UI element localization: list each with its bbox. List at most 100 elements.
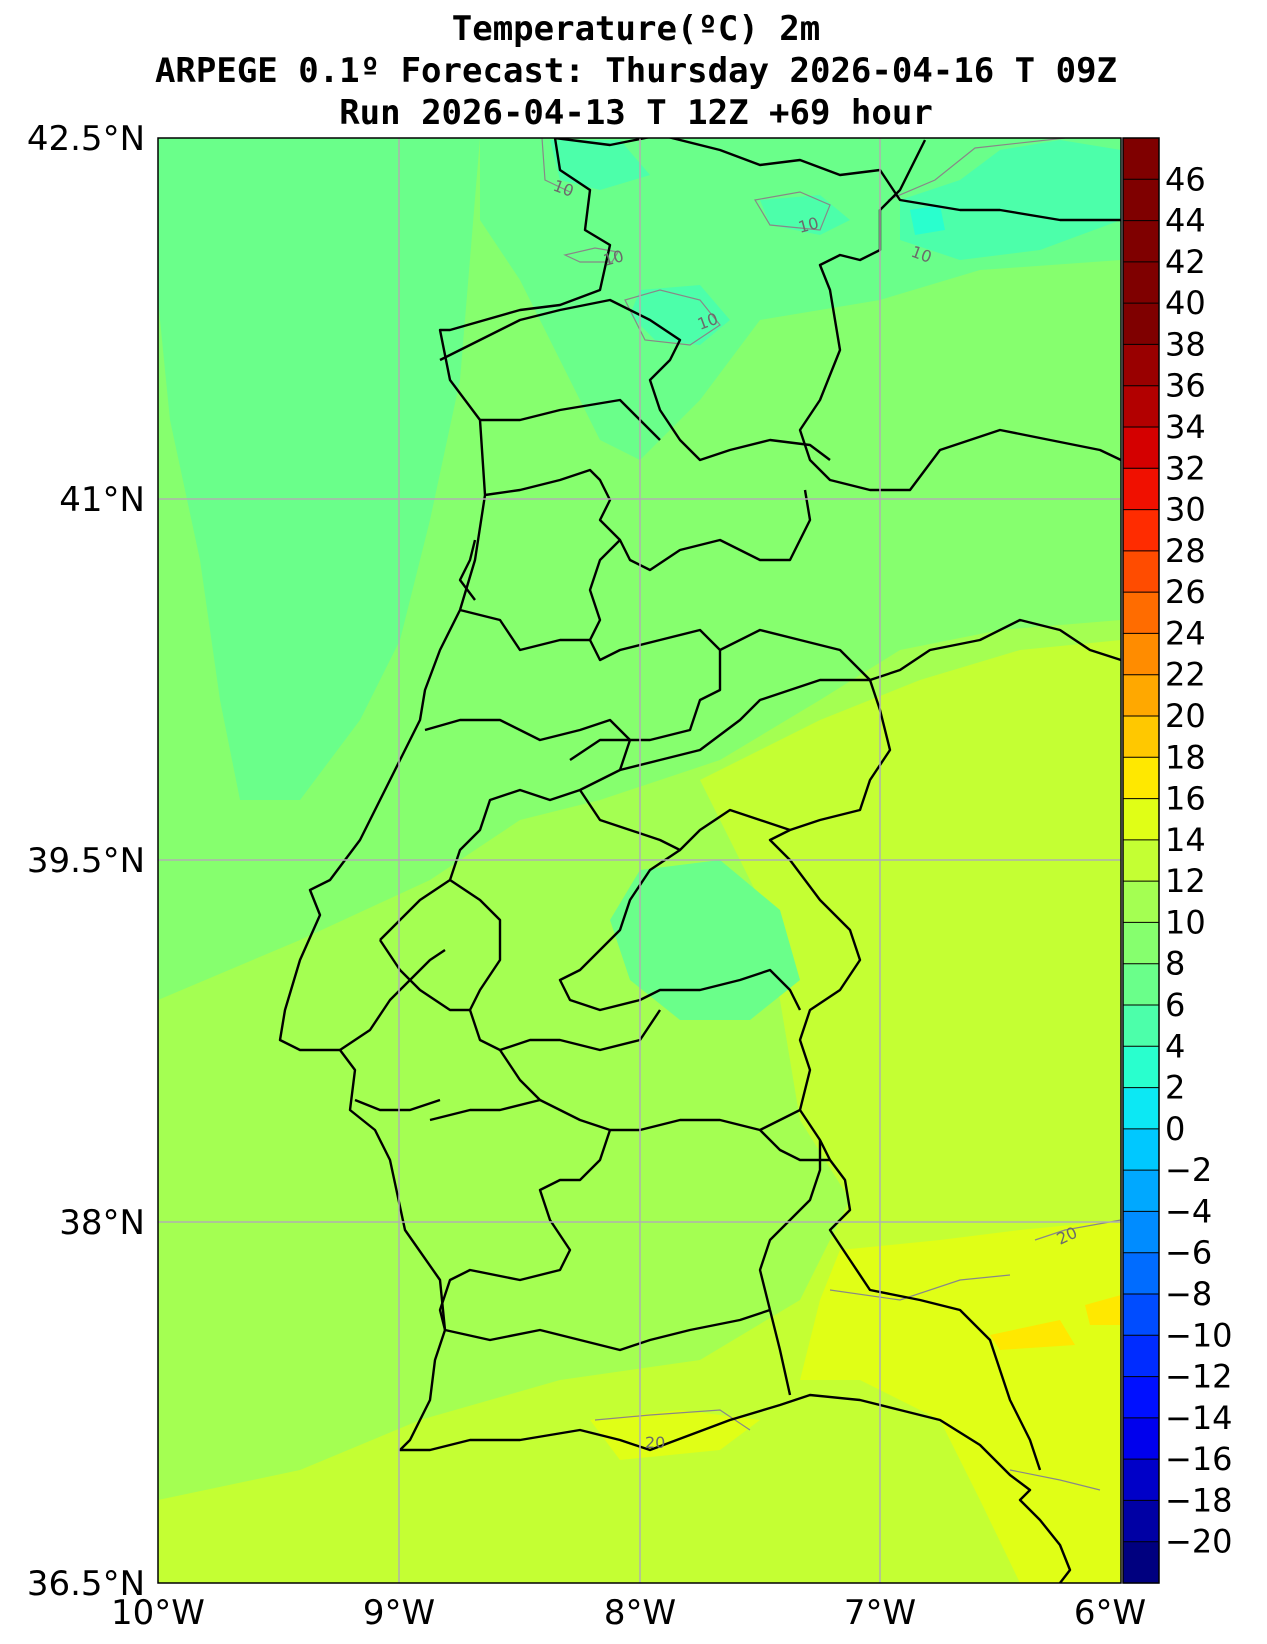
colorbar-segment xyxy=(1123,1294,1159,1336)
district-border xyxy=(459,608,590,652)
colorbar-segment xyxy=(1123,1211,1159,1254)
colorbar-tick-label: 8 xyxy=(1165,945,1185,983)
colorbar-tick-label: 12 xyxy=(1165,862,1206,900)
colorbar-segment xyxy=(1123,303,1159,346)
lat-tick: 36.5°N xyxy=(27,1564,145,1604)
field-hot-coast xyxy=(590,1410,760,1460)
field-cool-interior xyxy=(610,860,800,1020)
colorbar-segment xyxy=(1123,138,1159,180)
title-line-3: Run 2026-04-13 T 12Z +69 hour xyxy=(339,93,933,133)
coastline-borders xyxy=(278,138,1121,1583)
colorbar-tick-label: 0 xyxy=(1165,1110,1185,1148)
district-border xyxy=(558,849,802,1012)
colorbar-segment xyxy=(1123,839,1159,882)
field-hottest-patch xyxy=(990,1320,1075,1350)
colorbar-tick-label: 30 xyxy=(1165,491,1206,529)
colorbar-tick-label: 32 xyxy=(1165,449,1206,487)
colorbar-tick-label: 24 xyxy=(1165,614,1206,652)
colorbar-tick-label: 36 xyxy=(1165,367,1206,405)
colorbar-tick-label: 34 xyxy=(1165,408,1206,446)
lon-tick: 6°W xyxy=(1074,1593,1146,1633)
field-cold-patch-3 xyxy=(760,195,850,235)
colorbar-tick-label: 28 xyxy=(1165,532,1206,570)
lon-tick: 8°W xyxy=(604,1593,676,1633)
colorbar-tick-label: −18 xyxy=(1165,1481,1233,1519)
colorbar-segment xyxy=(1123,1005,1159,1047)
district-border xyxy=(619,678,870,772)
border-spain-north xyxy=(554,138,1121,222)
field-hottest-patch-2 xyxy=(1085,1295,1121,1325)
colorbar-tick-label: −14 xyxy=(1165,1399,1233,1437)
colorbar-tick-label: 44 xyxy=(1165,202,1206,240)
field-coldest-spot xyxy=(910,205,945,235)
district-border xyxy=(569,539,722,761)
colorbar-tick-label: −6 xyxy=(1165,1234,1212,1272)
district-border xyxy=(719,628,871,681)
colorbar-segment xyxy=(1123,1541,1159,1584)
colorbar-segment xyxy=(1123,1046,1159,1089)
title-line-1: Temperature(ºC) 2m xyxy=(452,9,820,49)
colorbar-tick-label: −2 xyxy=(1165,1151,1212,1189)
lat-tick: 38°N xyxy=(59,1203,145,1243)
map-frame xyxy=(157,137,1122,1584)
colorbar-tick-label: −4 xyxy=(1165,1192,1212,1230)
colorbar-segment xyxy=(1123,798,1159,841)
title-line-2: ARPEGE 0.1º Forecast: Thursday 2026-04-1… xyxy=(155,51,1117,91)
field-cold-patch-2 xyxy=(900,140,1121,260)
colorbar-tick-label: 16 xyxy=(1165,780,1206,818)
lat-tick: 42.5°N xyxy=(27,119,145,159)
colorbar-segment xyxy=(1123,1459,1159,1502)
lat-tick-labels: 42.5°N 41°N 39.5°N 38°N 36.5°N xyxy=(27,119,145,1604)
colorbar-segment xyxy=(1123,261,1159,304)
colorbar-tick-label: −10 xyxy=(1165,1316,1233,1354)
lon-tick: 10°W xyxy=(111,1593,205,1633)
border-spain-east xyxy=(798,139,1121,492)
colorbar-segment xyxy=(1123,1500,1159,1543)
district-border xyxy=(449,879,661,1052)
district-border xyxy=(438,1129,612,1331)
field-cold-patch-1 xyxy=(630,285,730,345)
lon-tick-labels: 10°W 9°W 8°W 7°W 6°W xyxy=(111,1593,1146,1633)
colorbar-segment xyxy=(1123,385,1159,428)
colorbar-segment xyxy=(1123,1376,1159,1419)
colorbar-tick-label: 14 xyxy=(1165,821,1206,859)
colorbar-segment xyxy=(1123,468,1159,511)
lat-tick: 39.5°N xyxy=(27,841,145,881)
colorbar-segment xyxy=(1123,344,1159,387)
colorbar-tick-label: 40 xyxy=(1165,284,1206,322)
colorbar-tick-label: −20 xyxy=(1165,1523,1233,1561)
colorbar-segment xyxy=(1123,963,1159,1006)
district-border xyxy=(429,1098,541,1122)
colorbar-tick-label: 42 xyxy=(1165,243,1206,281)
contour-lines xyxy=(541,138,1121,1491)
colorbar-tick-label: −12 xyxy=(1165,1358,1233,1396)
colorbar-segment xyxy=(1123,179,1159,222)
colorbar-tick-label: 6 xyxy=(1165,986,1185,1024)
colorbar-tick-label: 20 xyxy=(1165,697,1206,735)
colorbar-segment xyxy=(1123,881,1159,924)
colorbar-tick-label: −8 xyxy=(1165,1275,1212,1313)
colorbar-tick-label: 10 xyxy=(1165,903,1206,941)
colorbar-segment xyxy=(1123,220,1159,263)
colorbar-segment xyxy=(1123,757,1159,800)
temperature-field: 10 10 10 10 10 20 20 xyxy=(158,138,1121,1583)
colorbar-segment xyxy=(1123,427,1159,469)
district-border xyxy=(480,398,661,441)
border-east-lower xyxy=(768,618,1121,1471)
colorbar: 4644424038363432302826242220181614121086… xyxy=(1122,137,1233,1584)
graticule xyxy=(158,138,1121,1583)
ria-aveiro xyxy=(458,539,477,601)
estuary-tagus xyxy=(339,949,446,1051)
colorbar-segment xyxy=(1123,592,1159,635)
estuary-sado xyxy=(354,1098,441,1112)
colorbar-segment xyxy=(1123,922,1159,965)
district-border xyxy=(379,939,470,1012)
colorbar-segment xyxy=(1123,1252,1159,1295)
colorbar-segment xyxy=(1123,674,1159,717)
colorbar-tick-label: −16 xyxy=(1165,1440,1233,1478)
colorbar-tick-label: 38 xyxy=(1165,325,1206,363)
colorbar-tick-label: 22 xyxy=(1165,656,1206,694)
district-border xyxy=(499,1049,801,1132)
colorbar-tick-label: 4 xyxy=(1165,1027,1185,1065)
colorbar-segment xyxy=(1123,1170,1159,1213)
